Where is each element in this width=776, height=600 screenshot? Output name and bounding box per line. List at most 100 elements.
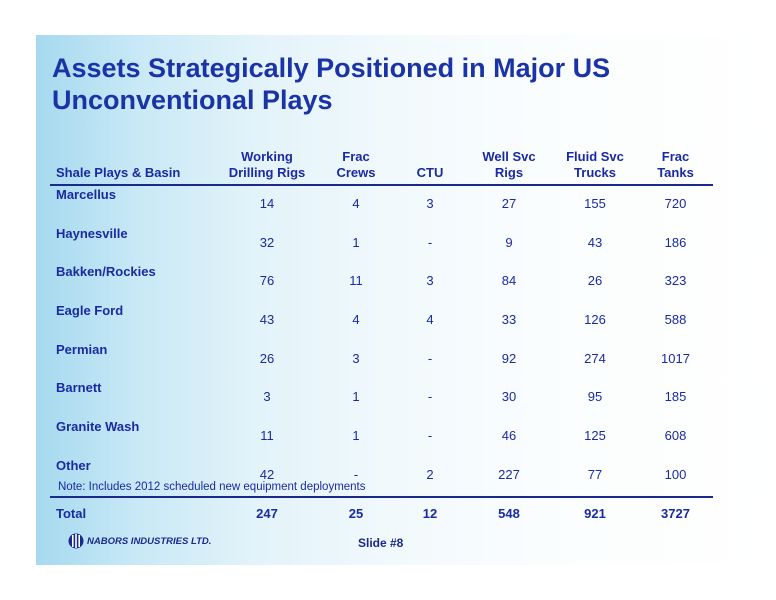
value-cell: 30	[501, 389, 517, 405]
table-row: Other 42 - 2 227 77 100	[50, 457, 713, 497]
column-header-line-2: Tanks	[657, 165, 694, 180]
value-cell: 3	[352, 350, 360, 366]
column-header-line-2: CTU	[416, 165, 444, 180]
value-cell: -	[353, 466, 359, 482]
slide-number: Slide #8	[358, 536, 404, 550]
value-cell: 4	[352, 196, 360, 211]
value-cell: -	[427, 234, 433, 250]
slide-title-line-2: Unconventional Plays	[52, 85, 333, 115]
value-cell: 43	[587, 234, 603, 250]
value-cell: 155	[584, 196, 606, 211]
column-header-line-2: Crews	[336, 165, 376, 180]
value-cell: 26	[587, 273, 603, 289]
value-cell: 3	[426, 196, 434, 211]
column-header-line-1: Working	[241, 149, 293, 164]
value-cell: 186	[664, 234, 687, 250]
footnote: Note: Includes 2012 scheduled new equipm…	[58, 481, 366, 493]
value-cell: 720	[664, 196, 687, 211]
column-header-line-1	[394, 149, 466, 165]
value-cell: 4	[426, 312, 434, 328]
value-cell: 77	[587, 466, 603, 482]
assets-table: Shale Plays & Basin Working Drilling Rigs F…	[50, 149, 713, 534]
company-logo: NABORS INDUSTRIES LTD.	[68, 533, 211, 549]
table-total-row: Total 247 25 12 548 921 3727	[50, 495, 713, 534]
value-cell: 2	[426, 466, 434, 482]
basin-name-cell: Barnett	[56, 380, 102, 396]
column-header: Fluid Svc Trucks	[552, 149, 638, 186]
value-cell: 1	[352, 389, 360, 405]
basin-name-cell: Marcellus	[56, 187, 116, 202]
basin-name-cell: Eagle Ford	[56, 303, 124, 319]
column-header-line-1: Fluid Svc	[566, 149, 624, 164]
value-cell: 227	[498, 466, 520, 482]
column-header-line-1	[56, 149, 216, 165]
value-cell: 274	[584, 350, 606, 366]
column-header-line-2: Shale Plays & Basin	[56, 165, 181, 180]
value-cell: -	[427, 389, 433, 405]
value-cell: 1017	[661, 350, 690, 366]
total-value-cell: 921	[552, 495, 638, 534]
value-cell: 4	[352, 312, 360, 328]
value-cell: 608	[664, 428, 687, 444]
table-row: Marcellus 14 4 3 27 155 720	[50, 185, 713, 225]
value-cell: 3	[426, 273, 434, 289]
basin-name-cell: Permian	[56, 341, 108, 357]
value-cell: 95	[587, 389, 603, 405]
table-row: Granite Wash 11 1-46 125 608	[50, 418, 713, 457]
table-row: Permian 26 3 - 92 274 1017	[50, 341, 713, 380]
total-value-cell: 25	[318, 495, 394, 534]
basin-name-cell: Haynesville	[56, 225, 128, 241]
value-cell: 185	[664, 389, 687, 405]
column-header-line-2: Trucks	[574, 165, 616, 180]
value-cell: 32	[259, 234, 275, 250]
value-cell: -	[427, 350, 433, 366]
table-body: Marcellus 14 4 3 27 155 720 Haynesville 32 1-9 43 1…	[50, 185, 713, 497]
table-row: Barnett 3 1 - 30 95 185	[50, 379, 713, 418]
column-header-line-2: Rigs	[494, 165, 524, 180]
value-cell: 92	[501, 350, 517, 366]
value-cell: 84	[501, 273, 517, 289]
column-header-line-1: Frac	[342, 149, 370, 164]
table-row: Eagle Ford 43 4 4 33 126 588	[50, 302, 713, 341]
column-header: Working Drilling Rigs	[216, 149, 318, 186]
slide: Assets Strategically Positioned in Major…	[36, 35, 776, 565]
table-row: Haynesville 32 1 - 9 43 186	[50, 225, 713, 264]
value-cell: 1	[352, 428, 360, 444]
table-row: Bakken/Rockies 76 11 3 84 26 323	[50, 263, 713, 302]
value-cell: 26	[259, 350, 275, 366]
column-header-line-1: Frac	[661, 149, 690, 164]
value-cell: 46	[501, 428, 517, 444]
column-header: Well Svc Rigs	[466, 149, 552, 186]
total-value-cell: 548	[466, 495, 552, 534]
column-header: Frac Tanks	[638, 149, 713, 186]
value-cell: 100	[664, 466, 687, 482]
value-cell: 33	[501, 312, 517, 328]
column-header: Frac Crews	[318, 149, 394, 186]
total-value-cell: 247	[216, 495, 318, 534]
basin-name-cell: Other	[56, 457, 91, 473]
value-cell: 9	[505, 234, 513, 250]
total-value-cell: 3727	[638, 495, 713, 534]
slide-title: Assets Strategically Positioned in Major…	[52, 52, 752, 116]
total-label-cell: Total	[50, 495, 216, 534]
value-cell: 11	[260, 428, 274, 444]
value-cell: 76	[259, 273, 275, 289]
value-cell: 3	[263, 389, 271, 405]
basin-name-cell: Granite Wash	[56, 419, 140, 435]
value-cell: 1	[352, 234, 360, 250]
value-cell: 14	[259, 196, 275, 211]
column-header-line-1: Well Svc	[482, 149, 536, 164]
column-header: CTU	[394, 149, 466, 186]
company-name: NABORS INDUSTRIES LTD.	[87, 535, 212, 547]
value-cell: -	[427, 428, 433, 444]
slide-title-line-1: Assets Strategically Positioned in Major…	[52, 53, 611, 83]
table-header-row: Shale Plays & Basin Working Drilling Rigs F…	[50, 149, 713, 186]
value-cell: 27	[501, 196, 517, 211]
column-header-line-2: Drilling Rigs	[228, 165, 306, 180]
value-cell: 588	[664, 312, 687, 328]
value-cell: 11	[349, 273, 363, 289]
basin-name-cell: Bakken/Rockies	[56, 264, 156, 280]
value-cell: 126	[584, 312, 606, 328]
total-value-cell: 12	[394, 495, 466, 534]
column-header: Shale Plays & Basin	[50, 149, 216, 186]
